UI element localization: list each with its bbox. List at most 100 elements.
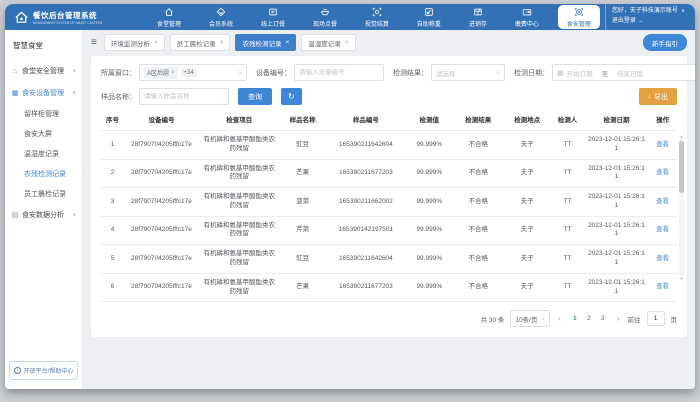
view-link[interactable]: 查看 (656, 254, 670, 262)
cell-test-date: 2023-12-01 15:26:11 (584, 187, 649, 217)
cell-index: 6 (101, 273, 125, 303)
pesticide-records-panel: 所属窗口： A区后厨 × +34 ∨ 设备编号： (91, 56, 695, 338)
logout-button[interactable]: 退出登录 → (611, 18, 644, 24)
device-number-input[interactable] (299, 69, 379, 76)
cell-tester: TT (550, 244, 585, 274)
view-link[interactable]: 查看 (656, 226, 670, 234)
export-button[interactable]: ↓ 导出 (638, 88, 677, 105)
cell-test-date: 2023-12-01 15:26:11 (584, 216, 649, 246)
cell-index: 4 (101, 216, 125, 246)
nav-item-vision-checkout[interactable]: 视觉结算 (356, 4, 398, 30)
window-multiselect[interactable]: A区后厨 × +34 ∨ (139, 64, 247, 81)
sidebar-submenu-item[interactable]: 留样柜管理 (24, 111, 59, 118)
nav-item-online-order[interactable]: 线上订餐 (252, 4, 294, 30)
close-tab-icon[interactable]: × (219, 39, 224, 46)
inventory-icon (474, 8, 482, 15)
tab[interactable]: 农残检测记录 × (235, 34, 297, 51)
chevron-down-icon: ∨ (541, 315, 546, 322)
sidebar-submenu: 留样柜管理 食安大屏 温湿度记录 农残检测记录 员工晨检记录 (5, 104, 82, 204)
nav-item-member-system[interactable]: 会员系统 (200, 4, 242, 30)
records-table: 序号 设备编号 检查项目 样品名称 样品编号 检测值 检测结果 检测地点 检测人… (101, 112, 677, 303)
user-greeting[interactable]: 您好，夫子科技演示账号 ∨ (611, 8, 685, 15)
canteen-name: 智慧食堂 (13, 41, 43, 50)
nav-item-canteen-management[interactable]: 食堂管理 (148, 4, 190, 30)
filter-row-1: 所属窗口： A区后厨 × +34 ∨ 设备编号： (101, 64, 695, 81)
nav-item-onsite-order[interactable]: 现场点餐 (304, 4, 346, 30)
sidebar-group-safety-equipment[interactable]: ▦ 食安设备管理 ∧ (11, 90, 76, 97)
page-number-button[interactable]: 1 (573, 315, 577, 323)
nav-item-food-safety[interactable]: 食安管理 (557, 5, 600, 29)
tab[interactable]: 温湿度记录 × (301, 34, 356, 51)
guide-button[interactable]: 新手指引 (643, 34, 687, 51)
cell-test-location: 夫子 (504, 130, 551, 160)
col-device-number: 设备编号 (124, 112, 199, 132)
nav-item-payment-center[interactable]: 缴费中心 (506, 4, 548, 30)
col-check-item: 检查项目 (198, 112, 280, 132)
sidebar-group-data-analysis[interactable]: ▤ 食安数据分析 ∨ (11, 212, 76, 219)
reset-button[interactable]: ↻ (281, 88, 302, 105)
tag-close-icon[interactable]: × (171, 69, 175, 76)
sidebar-submenu-item[interactable]: 温湿度记录 (24, 151, 59, 158)
nav-item-self-weighing[interactable]: 自助称重 (408, 4, 450, 30)
col-test-location: 检测地点 (504, 112, 551, 132)
pagination: 共 30 条 10条/页 ∨ ‹ 1 2 3 (101, 310, 677, 328)
cell-check-item: 有机磷和氨基甲酸酯类农药残留 (198, 187, 280, 217)
search-button[interactable]: 查询 (238, 88, 272, 105)
scroll-down-icon[interactable]: ▼ (679, 276, 684, 281)
user-account-area: 您好，夫子科技演示账号 ∨ 退出登录 → (604, 4, 695, 30)
tab[interactable]: 员工晨检记录 × (169, 34, 231, 51)
view-link[interactable]: 查看 (656, 140, 670, 148)
cell-test-date: 2023-12-01 15:26:11 (584, 273, 649, 303)
cell-device-number: 28f790704205fffc17e (124, 159, 199, 189)
sidebar-group-canteen-safety[interactable]: ⌂ 食堂安全管理 ∨ (12, 67, 76, 76)
cell-device-number: 28f790704205fffc17e (124, 273, 199, 303)
view-link[interactable]: 查看 (656, 197, 670, 205)
table-row: 6 28f790704205fffc17e 有机磷和氨基甲酸酯类农药残留 芒果 … (101, 273, 677, 303)
scroll-up-icon[interactable]: ▲ (679, 134, 684, 139)
cell-test-location: 夫子 (504, 273, 551, 303)
food-safety-icon (574, 7, 583, 16)
col-tester: 检测人 (550, 112, 585, 132)
view-link[interactable]: 查看 (656, 283, 670, 291)
cell-sample-name: 豇豆 (279, 244, 326, 274)
result-select[interactable]: 请选择 ∨ (431, 64, 505, 81)
logo-house-icon (15, 11, 28, 23)
close-tab-icon[interactable]: × (285, 39, 290, 46)
sidebar-submenu-item[interactable]: 员工晨检记录 (24, 191, 66, 198)
onsite-order-icon (321, 8, 329, 15)
scrollbar-thumb[interactable] (679, 141, 684, 193)
cell-test-value: 99.999% (406, 187, 453, 217)
cell-sample-number: 165390211642604 (325, 244, 407, 274)
cell-sample-name: 芒果 (279, 159, 326, 189)
date-range-picker[interactable]: ▦ 开始日期 至 结束日期 (552, 64, 695, 81)
col-test-value: 检测值 (406, 112, 453, 132)
sidebar: 智慧食堂 ⌂ 食堂安全管理 ∨ ▦ 食安设备管理 ∧ 留样柜管理 食安大屏 温湿… (5, 30, 83, 389)
cell-check-item: 有机磷和氨基甲酸酯类农药残留 (198, 130, 280, 160)
prev-page-button[interactable]: ‹ (558, 314, 561, 324)
page-size-select[interactable]: 10条/页 ∨ (510, 310, 551, 328)
close-tab-icon[interactable]: × (153, 39, 158, 46)
view-link[interactable]: 查看 (656, 169, 670, 177)
close-tab-icon[interactable]: × (344, 39, 349, 46)
goto-label: 前往 (627, 316, 641, 324)
goto-page-input[interactable] (646, 311, 665, 327)
tab[interactable]: 环境监测分析 × (103, 34, 165, 51)
sample-name-input[interactable] (144, 93, 224, 100)
cell-test-result: 不合格 (452, 273, 505, 303)
page-number-button[interactable]: 3 (601, 315, 605, 323)
help-center-button[interactable]: i 开放平台/帮助中心 (9, 361, 78, 380)
next-page-button[interactable]: › (616, 314, 620, 324)
cell-check-item: 有机磷和氨基甲酸酯类农药残留 (198, 244, 280, 274)
device-filter-label: 设备编号： (256, 69, 291, 77)
cell-check-item: 有机磷和氨基甲酸酯类农药残留 (198, 216, 280, 246)
sidebar-submenu-item[interactable]: 食安大屏 (24, 131, 52, 138)
nav-item-inventory[interactable]: 进销存 (460, 4, 496, 30)
open-tabs-bar: ≡ 环境监测分析 × 员工晨检记录 × (83, 30, 695, 54)
collapse-sidebar-icon[interactable]: ≡ (91, 36, 97, 48)
sidebar-submenu-item[interactable]: 农残检测记录 (24, 171, 66, 178)
table-scrollbar[interactable]: ▲ ▼ (678, 134, 685, 282)
cell-tester: TT (550, 216, 585, 246)
page-number-button[interactable]: 2 (587, 315, 591, 323)
chevron-down-icon: ∨ (72, 68, 76, 74)
cell-test-result: 不合格 (452, 159, 505, 189)
